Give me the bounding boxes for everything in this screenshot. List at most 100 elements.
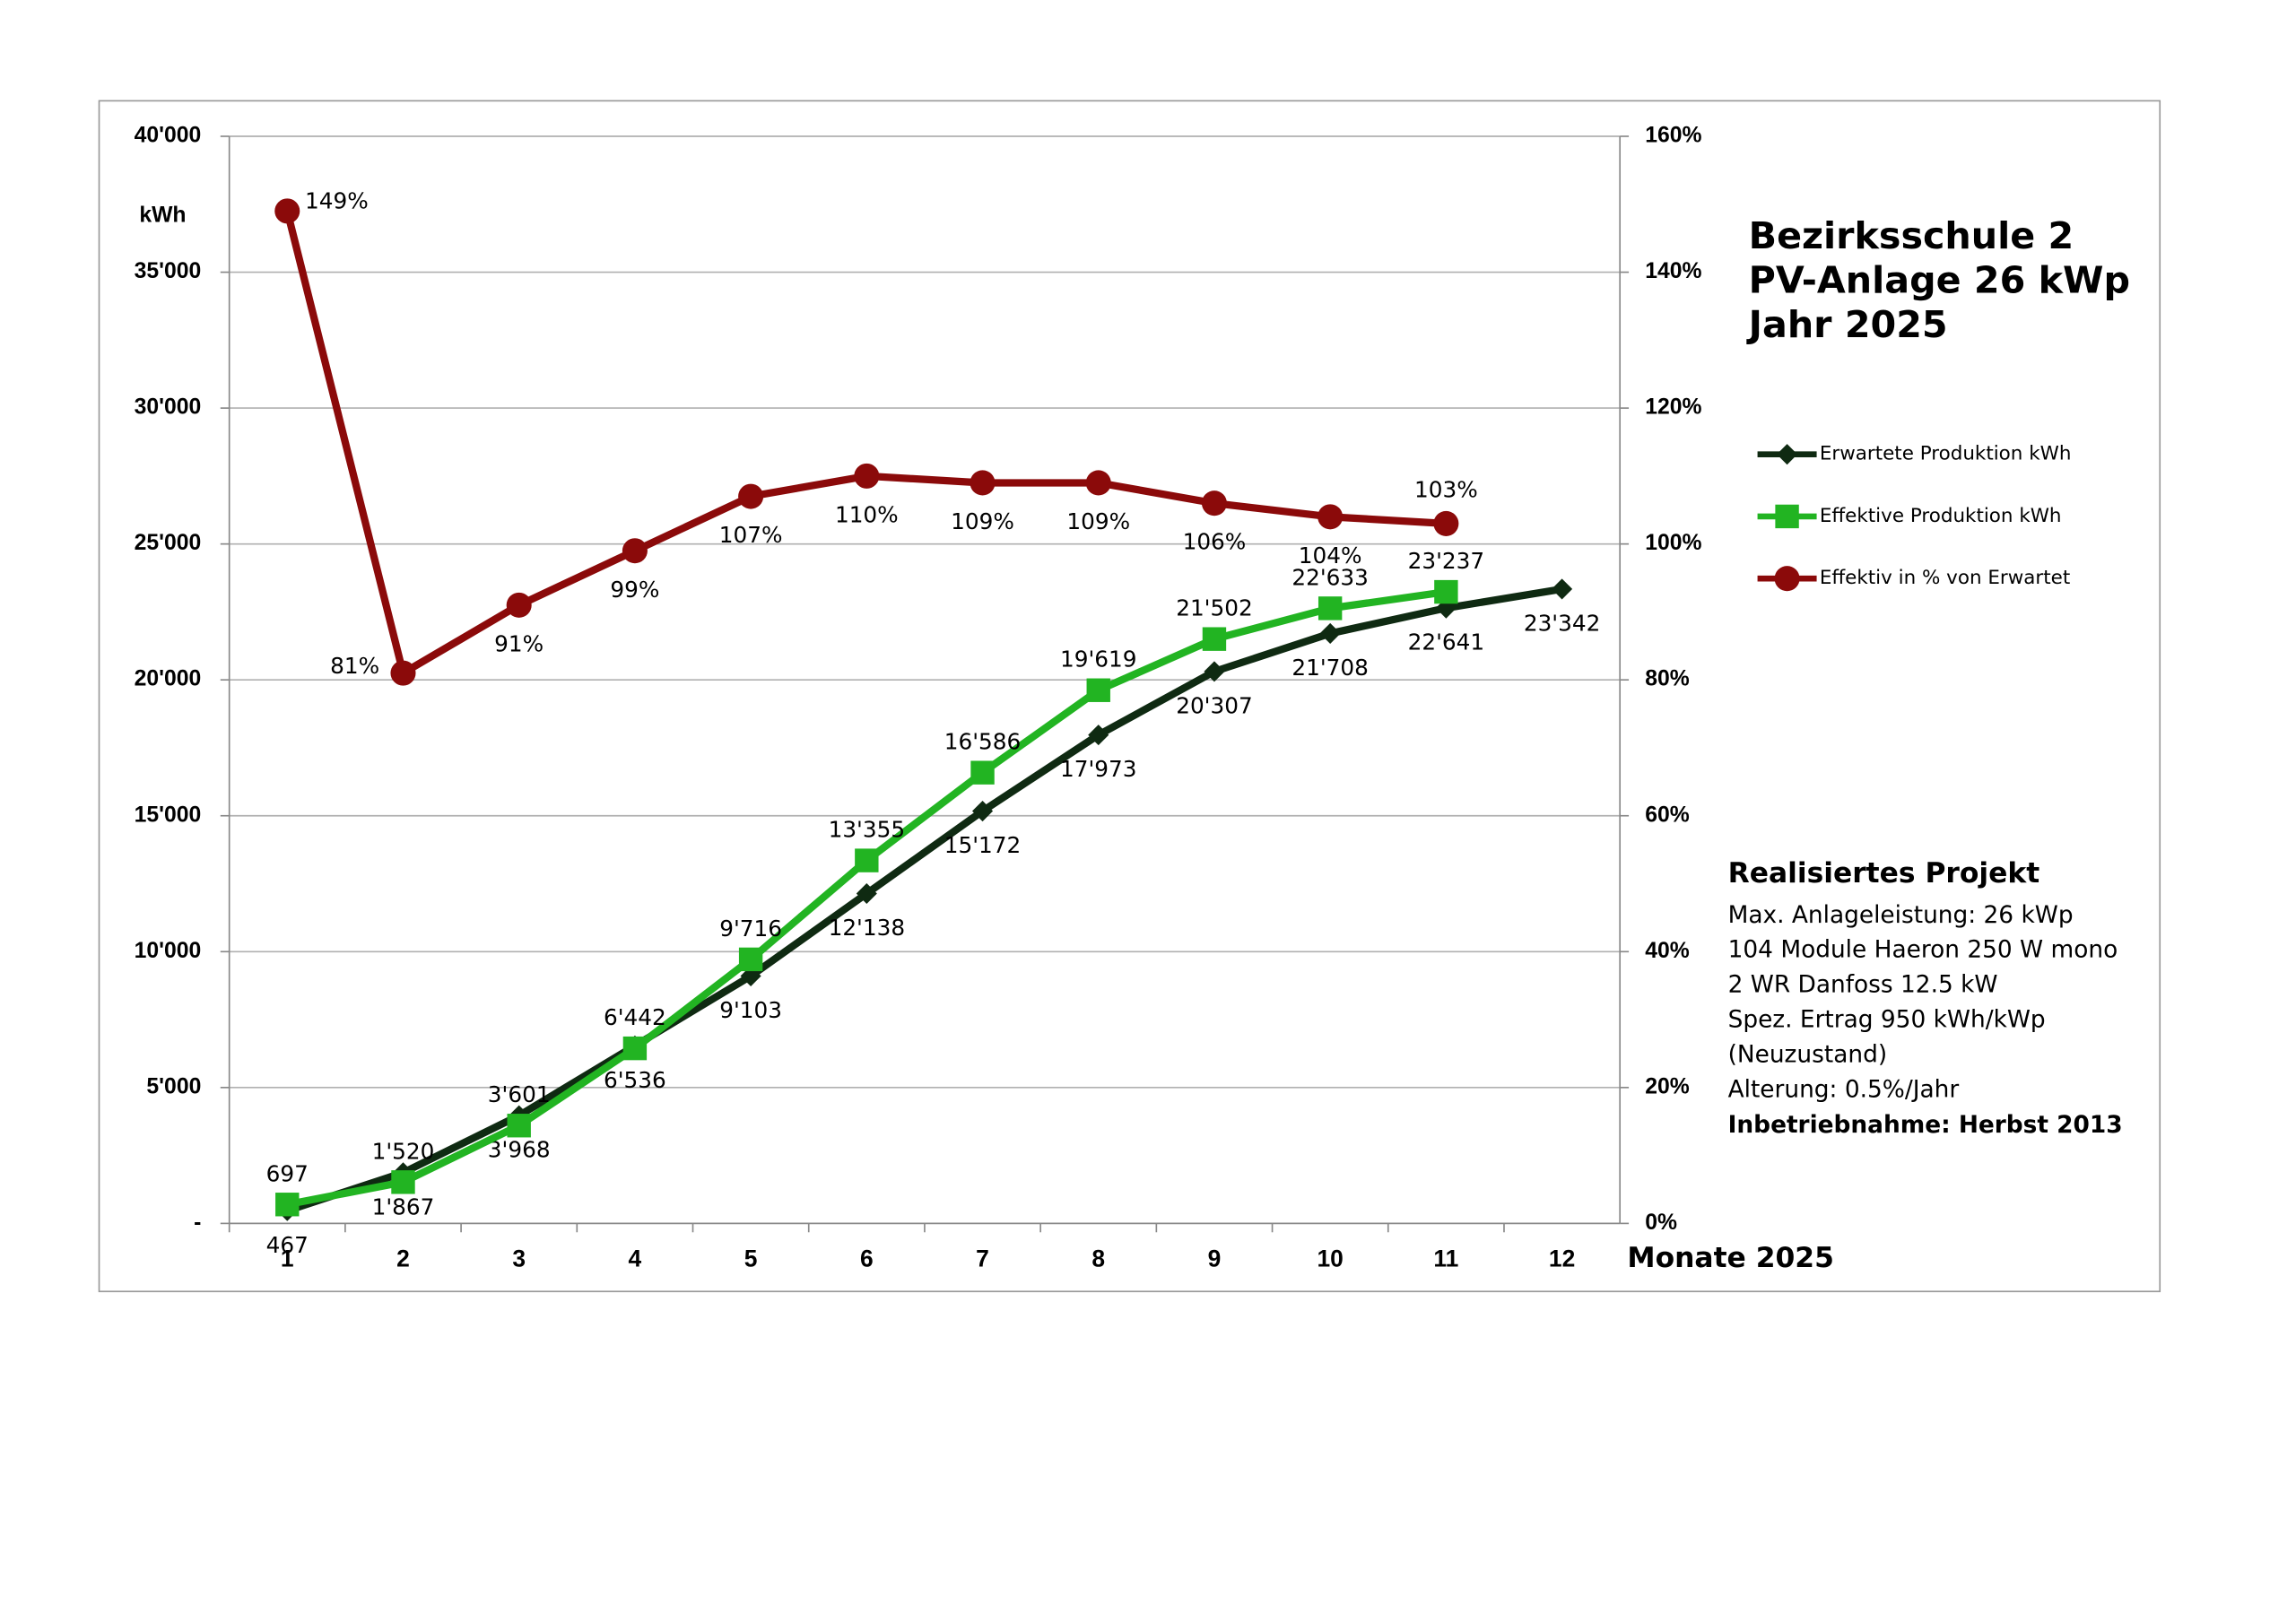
marker [738, 483, 764, 509]
marker [856, 882, 877, 905]
marker [1204, 661, 1225, 682]
data-label: 1'867 [372, 1193, 435, 1219]
data-label: 467 [266, 1232, 309, 1258]
y2-tick-label: 100% [1645, 531, 1701, 555]
marker [1774, 566, 1800, 592]
data-label: 15'172 [944, 832, 1021, 858]
marker [622, 538, 648, 564]
data-label: 22'641 [1408, 629, 1484, 655]
chart-title: PV-Anlage 26 kWp [1749, 258, 2130, 301]
y2-tick-label: 20% [1645, 1074, 1690, 1098]
marker [970, 760, 995, 785]
data-label: 81% [330, 653, 379, 679]
data-label: 23'237 [1408, 548, 1484, 574]
marker [1318, 596, 1343, 621]
data-label: 21'502 [1176, 595, 1252, 621]
data-label: 103% [1414, 477, 1478, 503]
x-tick-label: 9 [1208, 1245, 1222, 1272]
x-tick-label: 6 [860, 1245, 874, 1272]
data-label: 21'708 [1292, 655, 1368, 681]
x-tick-label: 4 [629, 1245, 642, 1272]
y-tick-label: 40'000 [135, 124, 202, 148]
y-tick-label: 15'000 [135, 803, 202, 827]
data-label: 3'601 [488, 1081, 551, 1107]
data-label: 1'520 [372, 1138, 435, 1164]
data-label: 104% [1299, 542, 1362, 568]
y2-tick-label: 60% [1645, 803, 1690, 827]
x-tick-label: 12 [1549, 1245, 1575, 1272]
marker [1433, 510, 1459, 536]
marker [1201, 490, 1227, 516]
x-tick-label: 11 [1433, 1245, 1458, 1272]
y2-tick-label: 140% [1645, 259, 1701, 283]
marker [507, 1114, 531, 1138]
y-tick-label: - [194, 1211, 201, 1235]
data-label: 106% [1183, 529, 1247, 555]
marker [1085, 470, 1111, 496]
annotation-line: Spez. Ertrag 950 kWh/kWp [1728, 1007, 2046, 1034]
y2-tick-label: 120% [1645, 395, 1701, 420]
y-tick-label: 30'000 [135, 395, 202, 420]
x-tick-label: 7 [976, 1245, 989, 1272]
marker [1086, 678, 1110, 702]
x-axis-label: Monate 2025 [1627, 1242, 1833, 1274]
marker [738, 947, 763, 972]
annotation-line: (Neuzustand) [1728, 1042, 1888, 1069]
data-label: 149% [305, 187, 369, 213]
y-tick-label: 25'000 [135, 531, 202, 555]
data-label: 23'342 [1524, 610, 1600, 636]
x-tick-label: 3 [512, 1245, 526, 1272]
x-tick-label: 5 [744, 1245, 758, 1272]
y-tick-label: 20'000 [135, 667, 202, 691]
marker [1775, 504, 1799, 529]
annotation-line: Alterung: 0.5%/Jahr [1728, 1076, 1960, 1103]
marker [622, 1036, 648, 1061]
data-label: 110% [835, 501, 899, 527]
x-tick-label: 1 [281, 1245, 294, 1272]
marker [970, 470, 996, 496]
marker [391, 1170, 415, 1194]
marker [1318, 504, 1344, 530]
marker [971, 800, 994, 822]
data-label: 9'103 [719, 997, 782, 1023]
y-tick-label: 35'000 [135, 259, 202, 283]
y2-tick-label: 80% [1645, 667, 1690, 691]
legend-label: Erwartete Produktion kWh [1820, 443, 2072, 465]
legend-label: Effektive Produktion kWh [1820, 505, 2062, 527]
data-label: 17'973 [1060, 756, 1136, 782]
marker [855, 848, 879, 872]
y2-tick-label: 160% [1645, 124, 1701, 148]
marker [274, 198, 300, 224]
marker [1202, 627, 1227, 651]
data-label: 20'307 [1176, 692, 1252, 718]
marker [1552, 578, 1573, 600]
chart-frame [98, 100, 2161, 1293]
annotation-footer: Inbetriebnahme: Herbst 2013 [1728, 1112, 2123, 1139]
data-label: 6'536 [604, 1067, 666, 1093]
data-label: 697 [266, 1160, 309, 1186]
data-label: 12'138 [829, 915, 905, 941]
data-label: 6'442 [604, 1004, 666, 1030]
x-tick-label: 8 [1091, 1245, 1105, 1272]
x-tick-label: 2 [396, 1245, 410, 1272]
data-label: 3'968 [488, 1137, 551, 1163]
annotation-line: Max. Anlageleistung: 26 kWp [1728, 902, 2074, 929]
chart-title: Jahr 2025 [1746, 303, 1948, 346]
y-tick-label: 5'000 [146, 1074, 201, 1098]
data-label: 109% [1066, 508, 1130, 534]
marker [854, 463, 880, 489]
data-label: 13'355 [829, 817, 905, 843]
data-label: 99% [610, 577, 659, 603]
data-label: 19'619 [1060, 647, 1136, 673]
data-label: 9'716 [719, 916, 782, 942]
marker [1434, 579, 1458, 604]
y-tick-label: 10'000 [135, 939, 202, 963]
annotation-line: 2 WR Danfoss 12.5 kW [1728, 972, 1998, 999]
y2-tick-label: 40% [1645, 939, 1690, 963]
marker [390, 660, 416, 686]
marker [275, 1193, 300, 1217]
series-line [285, 585, 1563, 1215]
marker [1777, 444, 1798, 465]
data-label: 22'633 [1292, 564, 1368, 590]
